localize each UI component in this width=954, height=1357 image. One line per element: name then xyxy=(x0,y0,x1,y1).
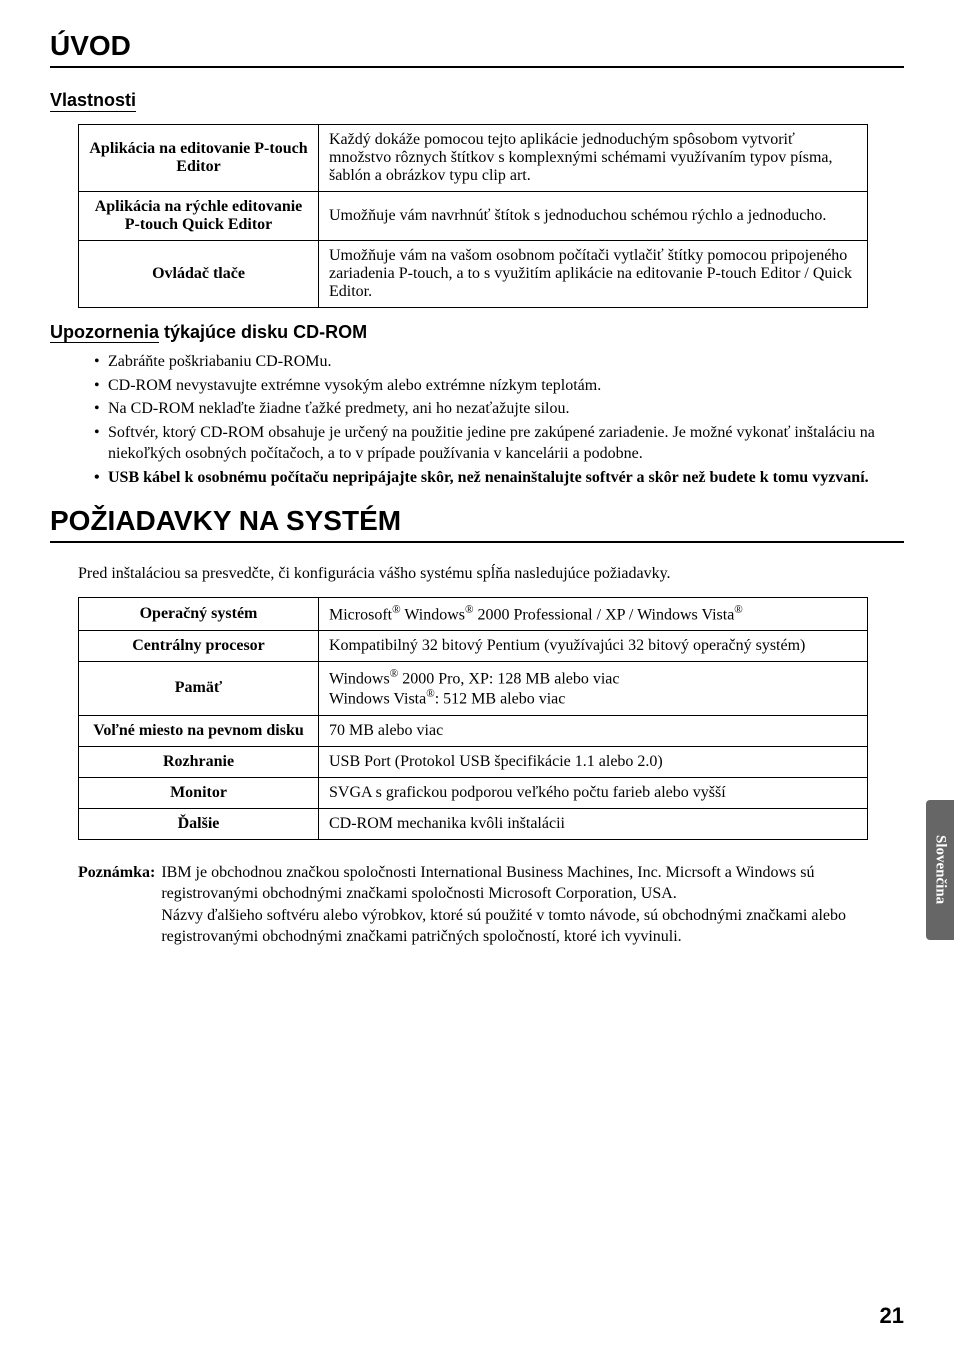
table-row: MonitorSVGA s grafickou podporou veľkého… xyxy=(79,777,868,808)
sysreq-value: USB Port (Protokol USB špecifikácie 1.1 … xyxy=(319,746,868,777)
feature-desc: Umožňuje vám navrhnúť štítok s jednoduch… xyxy=(319,192,868,241)
list-item: USB kábel k osobnému počítaču nepripájaj… xyxy=(94,467,904,489)
sysreq-label: Operačný systém xyxy=(79,597,319,630)
intro-heading: ÚVOD xyxy=(50,30,904,68)
list-item: CD-ROM nevystavujte extrémne vysokým ale… xyxy=(94,375,904,397)
sysreq-value: Windows® 2000 Pro, XP: 128 MB alebo viac… xyxy=(319,661,868,715)
list-item: Softvér, ktorý CD-ROM obsahuje je určený… xyxy=(94,422,904,465)
sysreq-value: CD-ROM mechanika kvôli inštalácii xyxy=(319,808,868,839)
features-subheading: Vlastnosti xyxy=(50,90,136,112)
sysreq-table: Operačný systémMicrosoft® Windows® 2000 … xyxy=(78,597,868,840)
feature-label: Ovládač tlače xyxy=(79,241,319,308)
table-row: PamäťWindows® 2000 Pro, XP: 128 MB alebo… xyxy=(79,661,868,715)
sysreq-intro: Pred inštaláciou sa presvedčte, či konfi… xyxy=(78,565,904,583)
note-body: IBM je obchodnou značkou spoločnosti Int… xyxy=(161,862,904,948)
warnings-heading-underlined: Upozornenia xyxy=(50,322,159,343)
feature-label: Aplikácia na rýchle editovanie P-touch Q… xyxy=(79,192,319,241)
table-row: RozhranieUSB Port (Protokol USB špecifik… xyxy=(79,746,868,777)
sysreq-value: Kompatibilný 32 bitový Pentium (využívaj… xyxy=(319,630,868,661)
table-row: Aplikácia na editovanie P-touch EditorKa… xyxy=(79,125,868,192)
sysreq-label: Pamäť xyxy=(79,661,319,715)
language-tab: Slovenčina xyxy=(926,800,954,940)
warnings-heading-rest: týkajúce disku CD-ROM xyxy=(159,322,367,342)
sysreq-heading: POŽIADAVKY NA SYSTÉM xyxy=(50,505,904,543)
table-row: Voľné miesto na pevnom disku70 MB alebo … xyxy=(79,715,868,746)
table-row: Ovládač tlačeUmožňuje vám na vašom osobn… xyxy=(79,241,868,308)
sysreq-value: 70 MB alebo viac xyxy=(319,715,868,746)
table-row: Operačný systémMicrosoft® Windows® 2000 … xyxy=(79,597,868,630)
list-item: Na CD-ROM neklaďte žiadne ťažké predmety… xyxy=(94,398,904,420)
warnings-list: Zabráňte poškriabaniu CD-ROMu.CD-ROM nev… xyxy=(94,351,904,489)
features-section: Vlastnosti Aplikácia na editovanie P-tou… xyxy=(50,90,904,308)
page-number: 21 xyxy=(880,1303,904,1329)
list-item: Zabráňte poškriabaniu CD-ROMu. xyxy=(94,351,904,373)
features-table: Aplikácia na editovanie P-touch EditorKa… xyxy=(78,124,868,308)
sysreq-value: SVGA s grafickou podporou veľkého počtu … xyxy=(319,777,868,808)
sysreq-label: Rozhranie xyxy=(79,746,319,777)
table-row: ĎalšieCD-ROM mechanika kvôli inštalácii xyxy=(79,808,868,839)
sysreq-label: Ďalšie xyxy=(79,808,319,839)
sysreq-label: Voľné miesto na pevnom disku xyxy=(79,715,319,746)
sysreq-label: Centrálny procesor xyxy=(79,630,319,661)
table-row: Centrálny procesorKompatibilný 32 bitový… xyxy=(79,630,868,661)
note-block: Poznámka: IBM je obchodnou značkou spolo… xyxy=(78,862,904,948)
table-row: Aplikácia na rýchle editovanie P-touch Q… xyxy=(79,192,868,241)
feature-desc: Každý dokáže pomocou tejto aplikácie jed… xyxy=(319,125,868,192)
note-label: Poznámka: xyxy=(78,862,161,948)
sysreq-value: Microsoft® Windows® 2000 Professional / … xyxy=(319,597,868,630)
warnings-heading: Upozornenia týkajúce disku CD-ROM xyxy=(50,322,904,343)
feature-label: Aplikácia na editovanie P-touch Editor xyxy=(79,125,319,192)
sysreq-label: Monitor xyxy=(79,777,319,808)
feature-desc: Umožňuje vám na vašom osobnom počítači v… xyxy=(319,241,868,308)
